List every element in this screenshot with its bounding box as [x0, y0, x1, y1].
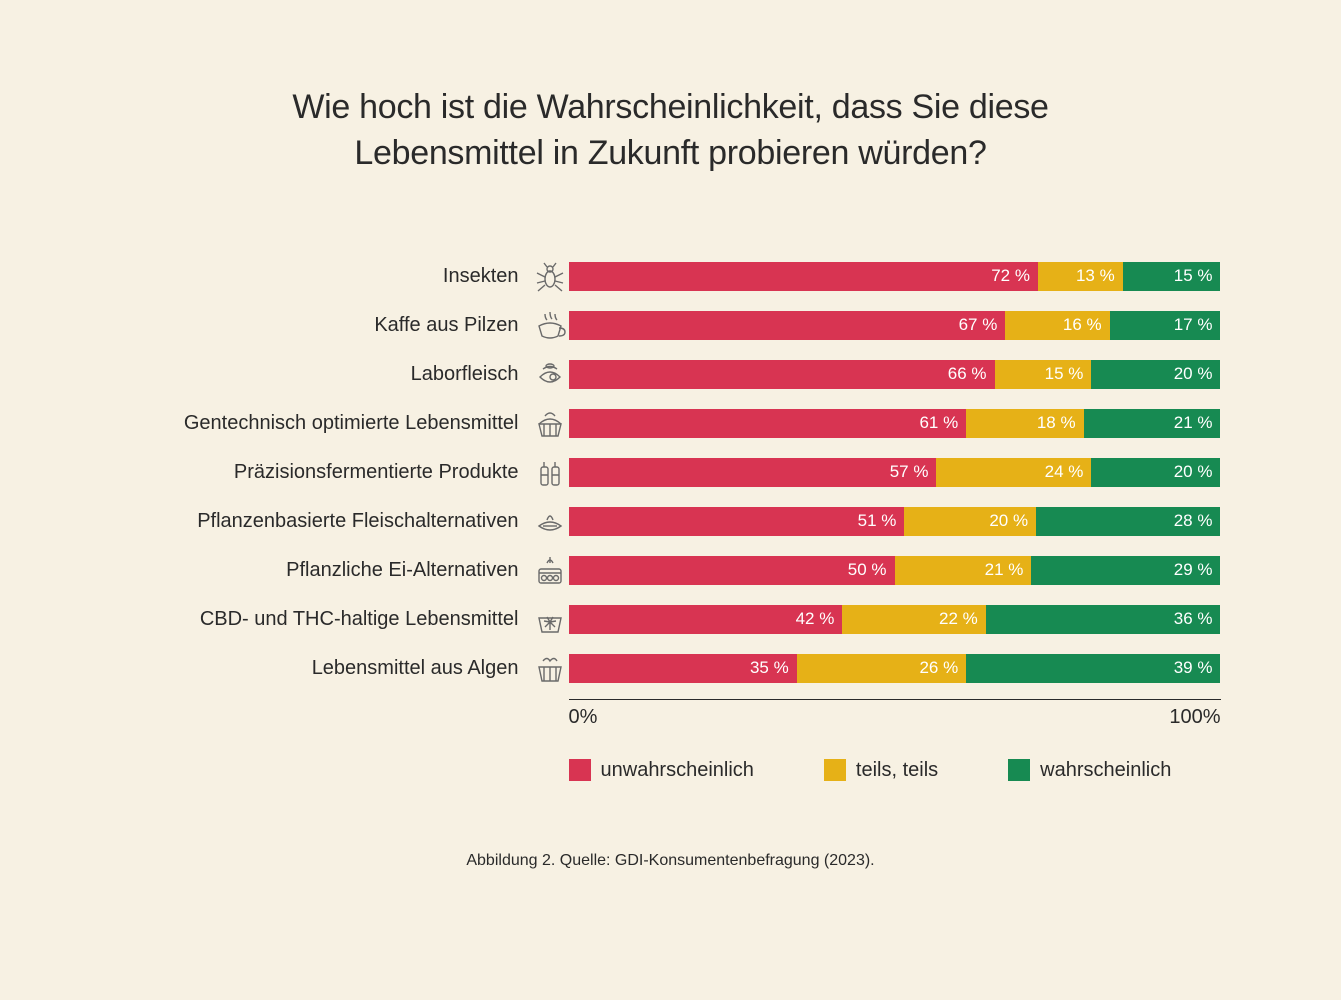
row-label: Kaffe aus Pilzen [121, 314, 531, 337]
stacked-bar: 57 %24 %20 % [569, 458, 1221, 487]
row-label: Präzisionsfermentierte Produkte [121, 461, 531, 484]
row-label: Gentechnisch optimierte Lebensmittel [121, 412, 531, 435]
row-label: Lebensmittel aus Algen [121, 657, 531, 680]
segment-grn: 15 % [1123, 262, 1221, 291]
chart-row: Pflanzenbasierte Fleischalternativen 51 %… [121, 497, 1221, 546]
stacked-bar: 72 %13 %15 % [569, 262, 1221, 291]
segment-red: 35 % [569, 654, 797, 683]
segment-yel: 18 % [966, 409, 1083, 438]
cbd-basket-icon [531, 602, 569, 636]
chart-row: Gentechnisch optimierte Lebensmittel 61 %… [121, 399, 1221, 448]
chart-row: Präzisionsfermentierte Produkte 57 %24 %2… [121, 448, 1221, 497]
gmo-basket-icon [531, 406, 569, 440]
segment-grn: 20 % [1091, 360, 1220, 389]
axis-min-label: 0% [569, 706, 598, 729]
segment-grn: 17 % [1110, 311, 1221, 340]
stacked-bar: 67 %16 %17 % [569, 311, 1221, 340]
segment-grn: 39 % [966, 654, 1220, 683]
segment-red: 67 % [569, 311, 1006, 340]
stacked-bar: 50 %21 %29 % [569, 556, 1221, 585]
stacked-bar-chart: Insekten72 %13 %15 %Kaffe aus Pilzen67 %… [121, 252, 1221, 693]
plant-meat-icon [531, 504, 569, 538]
stacked-bar: 61 %18 %21 % [569, 409, 1221, 438]
row-label: Pflanzenbasierte Fleischalternativen [121, 510, 531, 533]
plant-egg-icon [531, 553, 569, 587]
segment-red: 57 % [569, 458, 937, 487]
stacked-bar: 51 %20 %28 % [569, 507, 1221, 536]
legend-label: teils, teils [856, 759, 938, 782]
segment-grn: 28 % [1036, 507, 1220, 536]
legend-label: wahrscheinlich [1040, 759, 1171, 782]
legend-label: unwahrscheinlich [601, 759, 754, 782]
segment-yel: 20 % [904, 507, 1036, 536]
caption: Abbildung 2. Quelle: GDI-Konsumentenbefr… [466, 852, 874, 870]
legend-item: teils, teils [824, 759, 938, 782]
stacked-bar: 42 %22 %36 % [569, 605, 1221, 634]
segment-yel: 22 % [842, 605, 985, 634]
segment-red: 72 % [569, 262, 1038, 291]
segment-grn: 36 % [986, 605, 1221, 634]
row-label: CBD- und THC-haltige Lebensmittel [121, 608, 531, 631]
row-label: Pflanzliche Ei-Alternativen [121, 559, 531, 582]
legend-item: unwahrscheinlich [569, 759, 754, 782]
mushroom-coffee-icon [531, 308, 569, 342]
segment-red: 42 % [569, 605, 843, 634]
row-label: Laborfleisch [121, 363, 531, 386]
chart-row: CBD- und THC-haltige Lebensmittel 42 %22 … [121, 595, 1221, 644]
segment-yel: 21 % [895, 556, 1032, 585]
segment-red: 61 % [569, 409, 967, 438]
segment-red: 50 % [569, 556, 895, 585]
legend-swatch [824, 759, 846, 781]
segment-grn: 29 % [1031, 556, 1220, 585]
lab-meat-icon [531, 357, 569, 391]
chart-row: Lebensmittel aus Algen 35 %26 %39 % [121, 644, 1221, 693]
chart-title: Wie hoch ist die Wahrscheinlichkeit, das… [221, 85, 1121, 177]
legend: unwahrscheinlich teils, teils wahrscheinli… [569, 759, 1221, 782]
legend-swatch [1008, 759, 1030, 781]
segment-yel: 13 % [1038, 262, 1123, 291]
segment-red: 51 % [569, 507, 905, 536]
segment-grn: 20 % [1091, 458, 1220, 487]
algae-basket-icon [531, 651, 569, 685]
segment-red: 66 % [569, 360, 995, 389]
segment-yel: 15 % [995, 360, 1092, 389]
x-axis: 0% 100% [121, 699, 1221, 729]
segment-yel: 26 % [797, 654, 967, 683]
fermentation-icon [531, 455, 569, 489]
legend-item: wahrscheinlich [1008, 759, 1171, 782]
row-label: Insekten [121, 265, 531, 288]
segment-yel: 24 % [936, 458, 1091, 487]
insect-icon [531, 259, 569, 293]
stacked-bar: 35 %26 %39 % [569, 654, 1221, 683]
segment-grn: 21 % [1084, 409, 1221, 438]
axis-max-label: 100% [1169, 706, 1220, 729]
chart-row: Laborfleisch 66 %15 %20 % [121, 350, 1221, 399]
legend-swatch [569, 759, 591, 781]
segment-yel: 16 % [1005, 311, 1109, 340]
chart-row: Insekten 72 %13 %15 % [121, 252, 1221, 301]
chart-row: Kaffe aus Pilzen 67 %16 %17 % [121, 301, 1221, 350]
chart-row: Pflanzliche Ei-Alternativen 50 %21 %29 % [121, 546, 1221, 595]
stacked-bar: 66 %15 %20 % [569, 360, 1221, 389]
